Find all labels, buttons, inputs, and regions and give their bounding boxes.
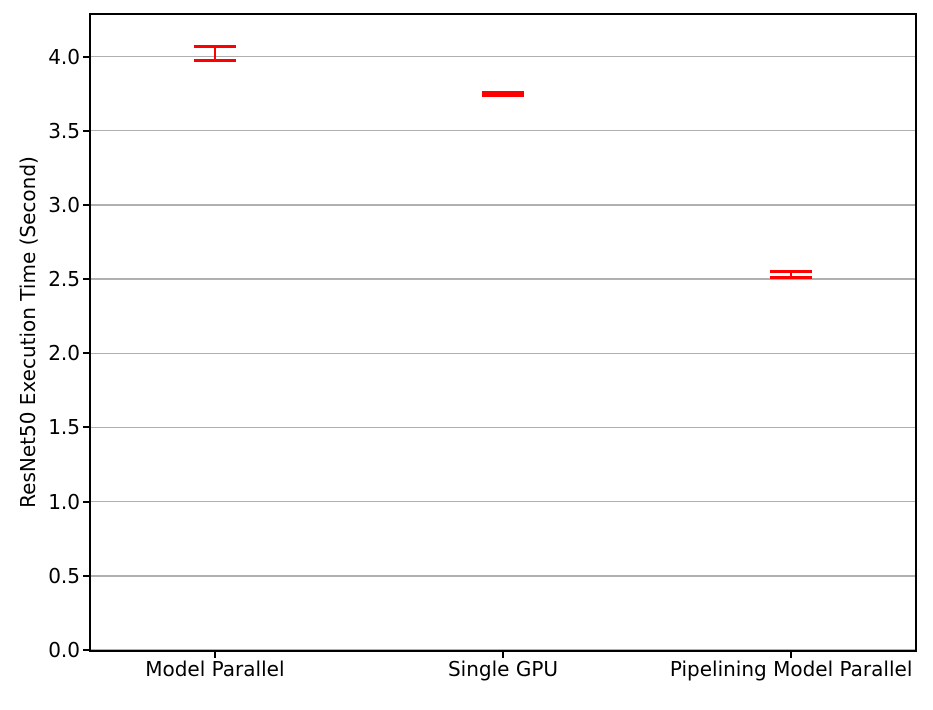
plot-area bbox=[91, 15, 915, 651]
y-gridline bbox=[91, 426, 915, 429]
y-tick bbox=[83, 203, 91, 206]
y-gridline bbox=[91, 500, 915, 503]
x-tick bbox=[790, 650, 793, 658]
error-bar-cap bbox=[193, 44, 236, 48]
x-tick bbox=[213, 650, 216, 658]
y-tick-label: 1.0 bbox=[48, 489, 80, 514]
x-tick-label-model-parallel: Model Parallel bbox=[145, 657, 285, 681]
y-gridline bbox=[91, 55, 915, 58]
x-tick bbox=[502, 650, 504, 658]
y-gridline bbox=[91, 204, 915, 206]
y-tick-label: 2.5 bbox=[48, 267, 80, 292]
y-tick bbox=[83, 55, 91, 58]
y-tick-label: 3.5 bbox=[48, 118, 80, 143]
y-gridline bbox=[91, 129, 915, 132]
y-tick-label: 4.0 bbox=[48, 44, 80, 69]
y-tick bbox=[83, 352, 91, 355]
error-bar-cap bbox=[770, 270, 813, 274]
y-gridline bbox=[91, 278, 915, 280]
y-tick bbox=[83, 426, 91, 429]
error-bar-cap bbox=[193, 59, 236, 63]
y-tick-label: 1.5 bbox=[48, 415, 80, 440]
y-tick-label: 0.5 bbox=[48, 563, 80, 588]
error-bar-cap bbox=[482, 93, 524, 97]
y-tick bbox=[83, 500, 91, 503]
y-gridline bbox=[91, 352, 915, 355]
y-tick bbox=[83, 574, 91, 577]
bar-single-gpu bbox=[417, 94, 590, 650]
bar-pipelining-model-parallel bbox=[705, 275, 878, 650]
y-gridline bbox=[91, 575, 915, 577]
error-bar-cap bbox=[482, 90, 524, 94]
y-tick bbox=[83, 129, 91, 132]
x-tick-label-single-gpu: Single GPU bbox=[447, 657, 559, 681]
y-tick-label: 3.0 bbox=[48, 192, 80, 217]
error-bar-model-parallel bbox=[213, 46, 217, 61]
y-tick-label: 2.0 bbox=[48, 341, 80, 366]
error-bar-cap bbox=[770, 276, 813, 280]
bar-model-parallel bbox=[128, 54, 301, 650]
y-tick bbox=[83, 649, 91, 651]
x-tick-label-pipelining-model-parallel: Pipelining Model Parallel bbox=[669, 657, 913, 681]
error-bar-pipelining-model-parallel bbox=[789, 271, 793, 278]
y-tick-label: 0.0 bbox=[48, 638, 80, 662]
y-tick bbox=[83, 278, 91, 281]
